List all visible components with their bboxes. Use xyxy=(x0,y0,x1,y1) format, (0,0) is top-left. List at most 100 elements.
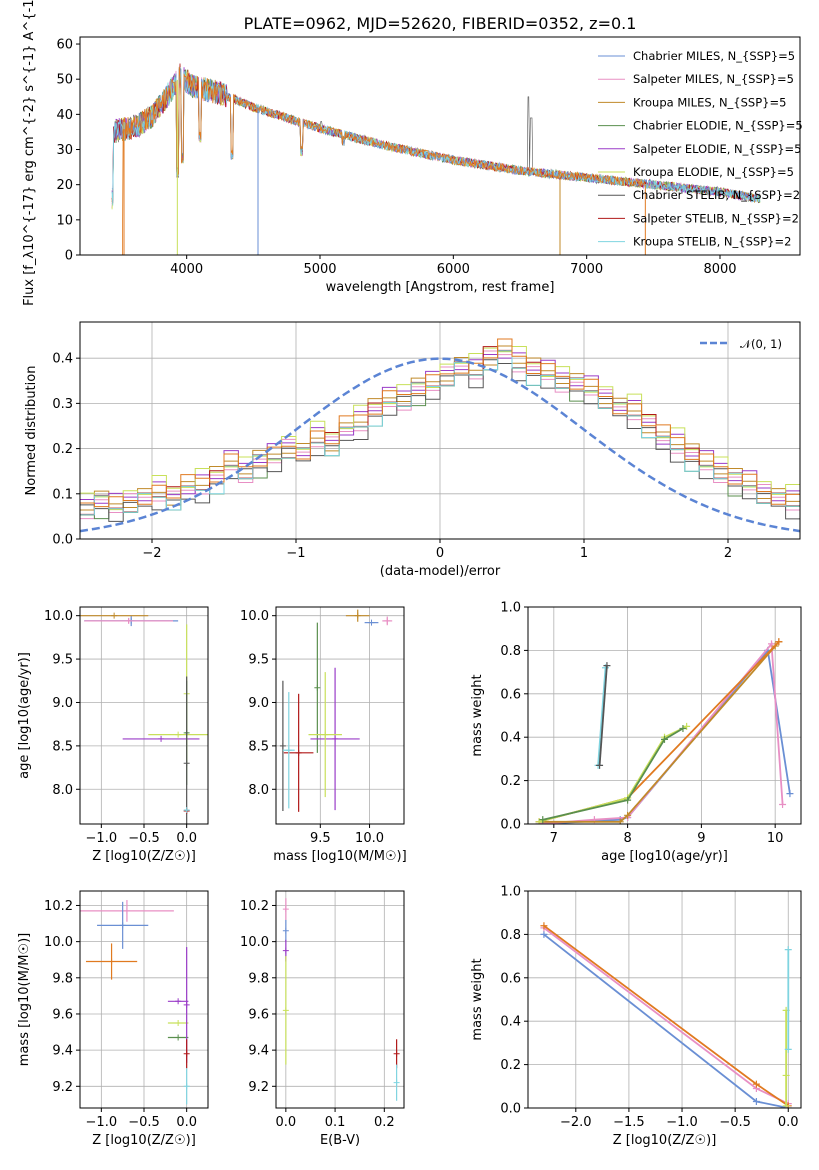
x-axis-label: (data-model)/error xyxy=(380,564,501,579)
errorbar-marker xyxy=(393,1079,400,1086)
y-axis-label: mass weight xyxy=(470,674,485,756)
axes-frame xyxy=(79,36,801,256)
plot-area xyxy=(282,898,400,1101)
x-tick-label: 0 xyxy=(436,546,444,561)
weight-marker xyxy=(782,1071,790,1079)
errorbar-marker xyxy=(125,617,132,624)
weight-marker xyxy=(784,946,792,954)
legend-label: Chabrier STELIB, N_{SSP}=2 xyxy=(633,188,800,202)
errorbar-marker xyxy=(175,998,182,1005)
errorbar-marker xyxy=(368,619,375,626)
legend-gaussian-label: 𝒩(0, 1) xyxy=(740,337,782,351)
weight-marker xyxy=(683,722,691,730)
y-tick-label: 0.2 xyxy=(500,774,521,789)
errorbar-marker xyxy=(322,731,329,738)
weight-marker xyxy=(539,816,547,824)
y-tick-label: 0.8 xyxy=(500,928,521,943)
weight-marker xyxy=(679,725,687,733)
y-axis-label: mass [log10(M/M☉)] xyxy=(17,933,32,1066)
x-tick-label: 0.2 xyxy=(374,1115,395,1130)
errorbar-marker xyxy=(384,617,391,624)
legend-label: Salpeter MILES, N_{SSP}=5 xyxy=(633,72,794,86)
plot-area xyxy=(540,922,792,1108)
y-tick-label: 9.2 xyxy=(248,1080,269,1095)
weight-line xyxy=(542,727,684,821)
y-tick-label: 1.0 xyxy=(500,885,521,900)
y-tick-label: 60 xyxy=(56,38,73,53)
y-tick-label: 8.0 xyxy=(52,783,73,798)
weight-marker xyxy=(784,1045,792,1053)
x-axis-label: Z [log10(Z/Z☉)] xyxy=(613,1133,717,1148)
weight-line xyxy=(539,641,780,823)
x-tick-label: 2 xyxy=(724,546,732,561)
errorbar-marker xyxy=(314,684,321,691)
y-tick-label: 9.8 xyxy=(248,971,269,986)
x-tick-label: 5000 xyxy=(303,262,336,277)
x-axis-label: Z [log10(Z/Z☉)] xyxy=(92,1133,196,1148)
y-tick-label: 9.4 xyxy=(248,1044,269,1059)
y-tick-label: 0.1 xyxy=(52,487,73,502)
x-tick-label: 0.0 xyxy=(276,1115,297,1130)
y-tick-label: 10.2 xyxy=(44,899,73,914)
x-axis-label: wavelength [Angstrom, rest frame] xyxy=(326,280,555,295)
axes-frame xyxy=(275,606,405,825)
errorbar-marker xyxy=(354,612,361,619)
errorbar-marker xyxy=(285,747,292,754)
weight-marker xyxy=(752,1080,760,1088)
y-tick-label: 50 xyxy=(56,73,73,88)
y-tick-label: 10 xyxy=(56,213,73,228)
axes-frame xyxy=(275,890,405,1109)
x-tick-label: 7000 xyxy=(570,262,603,277)
errorbar-marker xyxy=(332,735,339,742)
weight-marker xyxy=(596,761,604,769)
weight-marker xyxy=(535,818,543,824)
weight-line xyxy=(538,641,780,823)
errorbar-marker xyxy=(158,735,165,742)
y-tick-label: 40 xyxy=(56,108,73,123)
y-tick-label: 10.0 xyxy=(240,609,269,624)
y-tick-label: 0.4 xyxy=(500,1015,521,1030)
errorbar-marker xyxy=(175,1020,182,1027)
y-tick-label: 20 xyxy=(56,178,73,193)
x-tick-label: −1.0 xyxy=(86,1115,118,1130)
weight-marker xyxy=(616,818,624,824)
weight-marker xyxy=(786,790,794,798)
y-tick-label: 9.2 xyxy=(52,1080,73,1095)
errorbar-marker xyxy=(183,807,190,814)
y-tick-label: 10.0 xyxy=(44,935,73,950)
x-axis-label: mass [log10(M/M☉)] xyxy=(273,849,406,864)
plot-area xyxy=(80,338,800,539)
plot-area xyxy=(80,900,190,1105)
x-tick-label: 9.5 xyxy=(310,831,331,846)
figure-title: PLATE=0962, MJD=52620, FIBERID=0352, z=0… xyxy=(244,14,637,33)
y-tick-label: 9.0 xyxy=(52,696,73,711)
errorbar-marker xyxy=(282,927,289,934)
y-axis-label: mass weight xyxy=(470,958,485,1040)
legend-label: Chabrier MILES, N_{SSP}=5 xyxy=(633,49,795,63)
histogram-series xyxy=(80,338,800,539)
errorbar-marker xyxy=(175,1034,182,1041)
y-tick-label: 10.0 xyxy=(240,935,269,950)
weight-marker xyxy=(624,811,632,819)
axes-frame xyxy=(527,606,802,825)
x-tick-label: 10.0 xyxy=(355,831,384,846)
plot-area xyxy=(535,638,794,824)
panel-spectrum: 4000 5000 6000 7000 8000 0 10 20 30 40 50 60 wavelen… xyxy=(22,0,803,306)
x-tick-label: 4000 xyxy=(170,262,203,277)
x-tick-label: −0.5 xyxy=(128,1115,160,1130)
errorbar-marker xyxy=(282,947,289,954)
errorbar-marker xyxy=(183,760,190,767)
errorbar-marker xyxy=(119,922,126,929)
legend-label: Salpeter STELIB, N_{SSP}=2 xyxy=(633,211,799,225)
legend-label: Chabrier ELODIE, N_{SSP}=5 xyxy=(633,119,803,133)
y-tick-label: 0.2 xyxy=(500,1058,521,1073)
x-tick-label: −1.0 xyxy=(86,831,118,846)
y-tick-label: 9.8 xyxy=(52,971,73,986)
weight-marker xyxy=(661,735,668,743)
gaussian-curve xyxy=(80,357,800,533)
weight-marker xyxy=(540,922,548,930)
y-axis-label: Flux [f_λ10^{-17} erg cm^{-2} s^{-1} A^{… xyxy=(22,0,37,306)
x-tick-label: −2.0 xyxy=(560,1115,592,1130)
panel-mass-weight-vs-metallicity: −2.0 −1.5 −1.0 −0.5 0.0 0.0 0.2 0.4 0.6 0.8 1.0 Z [… xyxy=(470,885,802,1148)
